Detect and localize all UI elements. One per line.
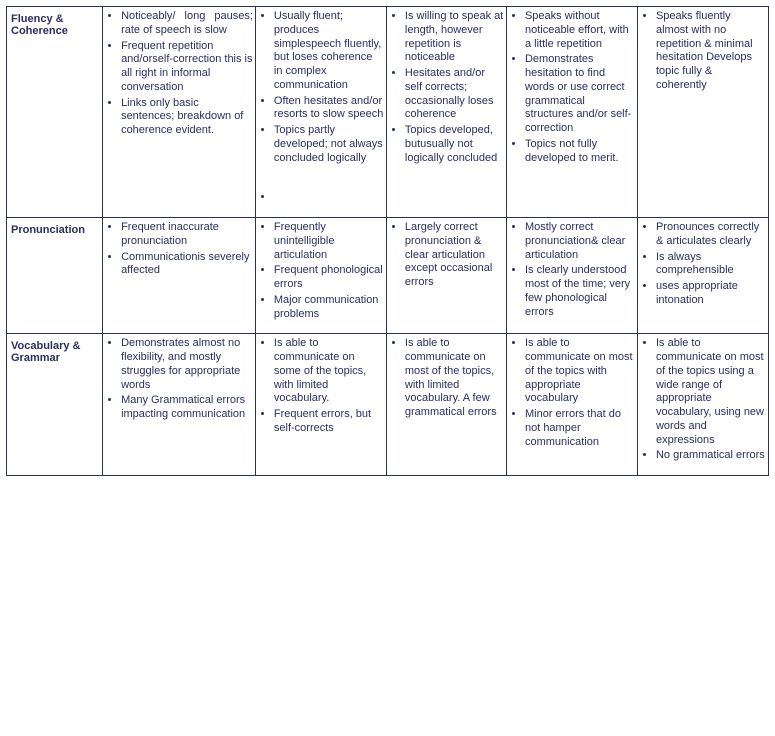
bullet: Is able to communicate on most of the to… [525, 337, 635, 406]
bullet: Usually fluent; produces simplespeech fl… [274, 10, 384, 93]
bullet: Frequent phonological errors [274, 264, 384, 292]
bullet: Noticeably/ long pauses; rate of speech … [121, 10, 253, 38]
bullet: Topics developed, butusually not logical… [405, 124, 504, 165]
bullet: Frequent errors, but self-corrects [274, 408, 384, 436]
row-header-fluency: Fluency & Coherence [7, 7, 103, 218]
bullet [274, 191, 384, 205]
cell: Largely correct pronunciation & clear ar… [386, 218, 506, 334]
bullet: Hesitates and/or self corrects; occasion… [405, 67, 504, 122]
bullet: Is able to communicate on most of the to… [405, 337, 504, 420]
cell: Frequently unintelligible articulation F… [255, 218, 386, 334]
bullet: Topics partly developed; not always conc… [274, 124, 384, 165]
cell: Speaks without noticeable effort, with a… [506, 7, 637, 218]
bullet: Mostly correct pronunciation& clear arti… [525, 221, 635, 262]
cell: Demonstrates almost no flexibility, and … [103, 334, 256, 476]
cell: Noticeably/ long pauses; rate of speech … [103, 7, 256, 218]
bullet: Frequent inaccurate pronunciation [121, 221, 253, 249]
row-header-vocabulary: Vocabulary & Grammar [7, 334, 103, 476]
bullet: Is clearly understood most of the time; … [525, 264, 635, 319]
bullet: Frequently unintelligible articulation [274, 221, 384, 262]
cell: Frequent inaccurate pronunciation Commun… [103, 218, 256, 334]
bullet: Demonstrates almost no flexibility, and … [121, 337, 253, 392]
bullet: Is willing to speak at length, however r… [405, 10, 504, 65]
bullet: Demonstrates hesitation to find words or… [525, 53, 635, 136]
row-header-pronunciation: Pronunciation [7, 218, 103, 334]
bullet: Is able to communicate on most of the to… [656, 337, 766, 447]
cell: Usually fluent; produces simplespeech fl… [255, 7, 386, 218]
bullet: Is able to communicate on some of the to… [274, 337, 384, 406]
bullet: Topics not fully developed to merit. [525, 138, 635, 166]
table-row: Pronunciation Frequent inaccurate pronun… [7, 218, 769, 334]
cell: Is willing to speak at length, however r… [386, 7, 506, 218]
cell: Is able to communicate on most of the to… [637, 334, 768, 476]
bullet: Often hesitates and/or resorts to slow s… [274, 95, 384, 123]
bullet: No grammatical errors [656, 449, 766, 463]
bullet: Communicationis severely affected [121, 251, 253, 279]
cell: Speaks fluently almost with no repetitio… [637, 7, 768, 218]
cell: Is able to communicate on some of the to… [255, 334, 386, 476]
bullet: Links only basic sentences; breakdown of… [121, 97, 253, 138]
bullet: uses appropriate intonation [656, 280, 766, 308]
bullet: Many Grammatical errors impacting commun… [121, 394, 253, 422]
bullet: Minor errors that do not hamper communic… [525, 408, 635, 449]
bullet: Speaks fluently almost with no repetitio… [656, 10, 766, 93]
bullet: Is always comprehensible [656, 251, 766, 279]
rubric-table: Fluency & Coherence Noticeably/ long pau… [6, 6, 769, 476]
cell: Is able to communicate on most of the to… [386, 334, 506, 476]
bullet: Speaks without noticeable effort, with a… [525, 10, 635, 51]
bullet: Frequent repetition and/orself-correctio… [121, 40, 253, 95]
table-row: Fluency & Coherence Noticeably/ long pau… [7, 7, 769, 218]
table-row: Vocabulary & Grammar Demonstrates almost… [7, 334, 769, 476]
bullet: Major communication problems [274, 294, 384, 322]
cell: Mostly correct pronunciation& clear arti… [506, 218, 637, 334]
cell: Is able to communicate on most of the to… [506, 334, 637, 476]
cell: Pronounces correctly & articulates clear… [637, 218, 768, 334]
bullet: Pronounces correctly & articulates clear… [656, 221, 766, 249]
bullet: Largely correct pronunciation & clear ar… [405, 221, 504, 290]
